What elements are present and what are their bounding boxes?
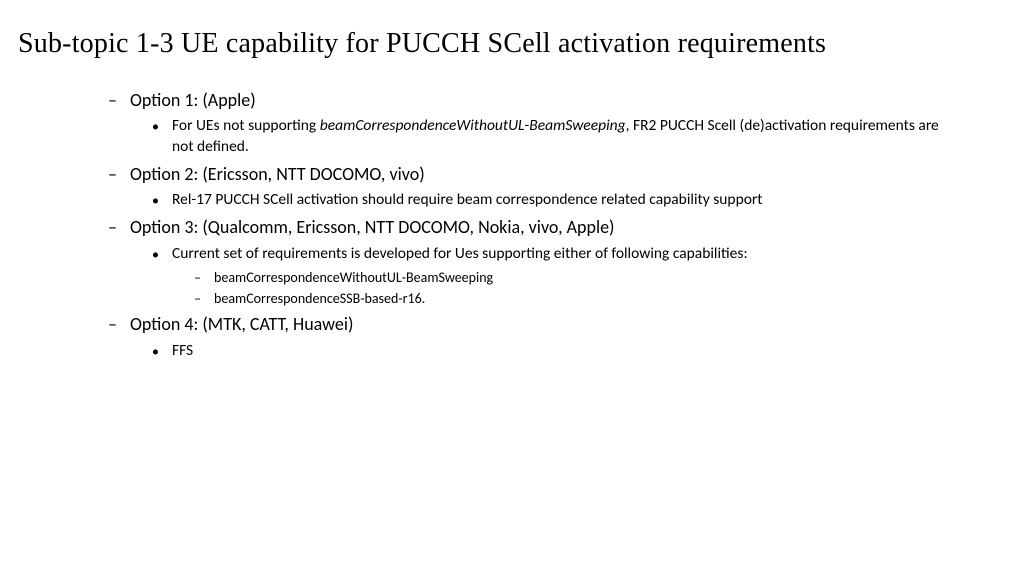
subsub-item: –beamCorrespondenceWithoutUL-BeamSweepin… — [194, 269, 1006, 288]
dash-bullet: – — [108, 89, 130, 111]
subsub-text: beamCorrespondenceWithoutUL-BeamSweeping — [214, 269, 493, 288]
slide-content: –Option 1: (Apple)•For UEs not supportin… — [18, 88, 1006, 362]
sub-text: FFS — [172, 341, 193, 362]
sub-item: •FFS — [152, 341, 1006, 362]
dash-bullet: – — [194, 269, 214, 286]
option-item: –Option 1: (Apple) — [108, 88, 1006, 112]
slide-title: Sub-topic 1-3 UE capability for PUCCH SC… — [18, 28, 1006, 60]
dot-bullet: • — [152, 246, 172, 263]
sub-text: Current set of requirements is developed… — [172, 244, 748, 265]
option-label: Option 2: (Ericsson, NTT DOCOMO, vivo) — [130, 162, 425, 186]
sub-item: •Current set of requirements is develope… — [152, 244, 1006, 265]
option-item: –Option 3: (Qualcomm, Ericsson, NTT DOCO… — [108, 215, 1006, 239]
dash-bullet: – — [108, 313, 130, 335]
option-item: –Option 4: (MTK, CATT, Huawei) — [108, 312, 1006, 336]
dot-bullet: • — [152, 192, 172, 209]
sub-text: Rel-17 PUCCH SCell activation should req… — [172, 190, 762, 211]
dot-bullet: • — [152, 343, 172, 360]
dash-bullet: – — [194, 290, 214, 307]
sub-text: For UEs not supporting beamCorrespondenc… — [172, 116, 952, 158]
option-item: –Option 2: (Ericsson, NTT DOCOMO, vivo) — [108, 162, 1006, 186]
option-label: Option 3: (Qualcomm, Ericsson, NTT DOCOM… — [130, 215, 615, 239]
option-label: Option 1: (Apple) — [130, 88, 256, 112]
subsub-item: –beamCorrespondenceSSB-based-r16. — [194, 290, 1006, 309]
subsub-text: beamCorrespondenceSSB-based-r16. — [214, 290, 425, 309]
dash-bullet: – — [108, 163, 130, 185]
option-label: Option 4: (MTK, CATT, Huawei) — [130, 312, 353, 336]
sub-item: •For UEs not supporting beamCorresponden… — [152, 116, 1006, 158]
dash-bullet: – — [108, 216, 130, 238]
dot-bullet: • — [152, 118, 172, 135]
sub-item: •Rel-17 PUCCH SCell activation should re… — [152, 190, 1006, 211]
